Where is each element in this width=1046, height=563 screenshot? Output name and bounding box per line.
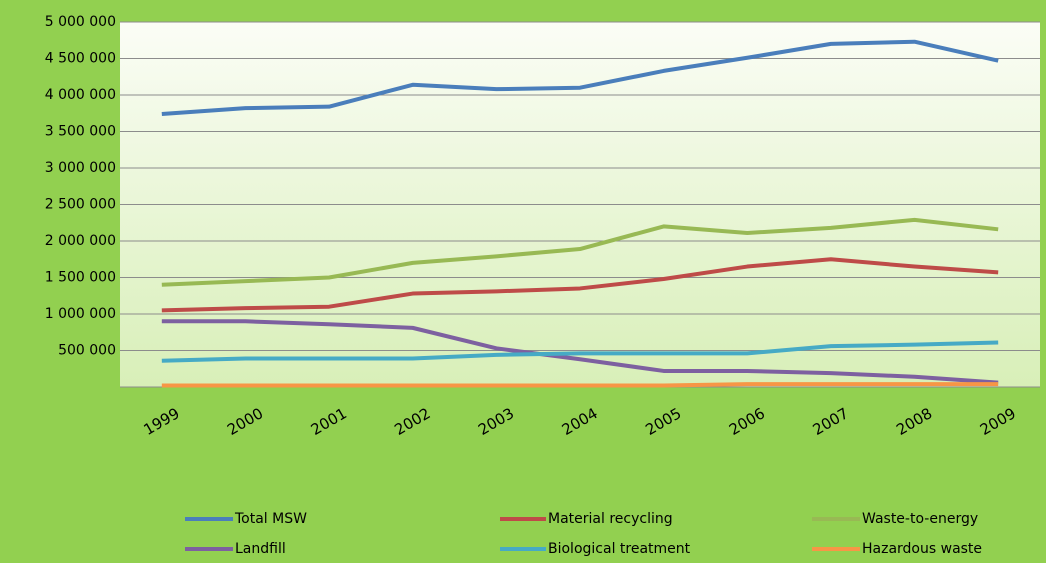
legend-label: Waste-to-energy (862, 511, 978, 527)
y-tick-label: 5 000 000 (45, 14, 116, 30)
series-line (161, 39, 999, 116)
legend-label: Material recycling (548, 511, 673, 527)
series-line (161, 340, 999, 363)
y-tick-label: 3 000 000 (45, 160, 116, 176)
legend-label: Hazardous waste (862, 541, 982, 557)
legend-label: Biological treatment (548, 541, 691, 557)
y-tick-label: 4 000 000 (45, 87, 116, 103)
series-line (161, 217, 999, 287)
y-tick-label: 2 000 000 (45, 233, 116, 249)
y-tick-label: 3 500 000 (45, 124, 116, 140)
y-tick-label: 500 000 (58, 343, 116, 359)
y-tick-label: 4 500 000 (45, 51, 116, 67)
y-tick-label: 1 000 000 (45, 306, 116, 322)
legend-label: Total MSW (234, 511, 307, 527)
y-tick-label: 2 500 000 (45, 197, 116, 213)
y-tick-label: 1 500 000 (45, 270, 116, 286)
series-line (161, 382, 999, 388)
series-line (161, 257, 999, 313)
series-line (161, 319, 999, 385)
legend-label: Landfill (235, 541, 286, 557)
